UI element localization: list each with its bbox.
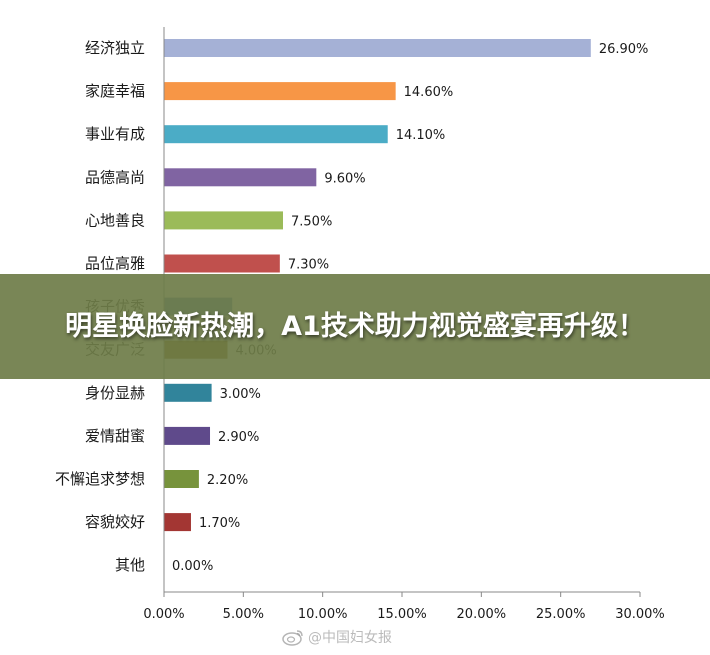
bar bbox=[164, 426, 211, 445]
x-tick-label: 15.00% bbox=[377, 607, 427, 622]
data-label: 9.60% bbox=[324, 171, 365, 186]
bar bbox=[164, 470, 199, 488]
data-label: 2.20% bbox=[207, 473, 248, 488]
watermark-text: @中国妇女报 bbox=[308, 630, 392, 646]
category-label: 品位高雅 bbox=[85, 255, 145, 273]
category-label: 容貌姣好 bbox=[85, 513, 145, 531]
watermark: @中国妇女报 bbox=[282, 626, 392, 648]
bar bbox=[164, 39, 591, 57]
category-label: 事业有成 bbox=[85, 125, 145, 143]
data-label: 14.10% bbox=[396, 128, 446, 143]
headline-title: 明星换脸新热潮，A1技术助力视觉盛宴再升级！ bbox=[65, 310, 645, 342]
category-label: 不懈追求梦想 bbox=[55, 470, 145, 488]
category-label: 身份显赫 bbox=[85, 384, 145, 402]
category-label: 家庭幸福 bbox=[85, 82, 145, 100]
category-label: 其他 bbox=[115, 556, 145, 574]
data-label: 1.70% bbox=[199, 516, 240, 531]
x-tick-label: 0.00% bbox=[143, 607, 184, 622]
data-label: 14.60% bbox=[404, 85, 454, 100]
data-label: 7.50% bbox=[291, 214, 332, 229]
data-label: 7.30% bbox=[288, 258, 329, 273]
x-tick-label: 10.00% bbox=[298, 607, 348, 622]
data-label: 26.90% bbox=[599, 42, 649, 57]
category-label: 品德高尚 bbox=[85, 168, 145, 186]
data-label: 0.00% bbox=[172, 559, 213, 574]
category-label: 心地善良 bbox=[85, 211, 145, 229]
data-label: 2.90% bbox=[218, 430, 259, 445]
bar bbox=[164, 82, 396, 101]
x-tick-label: 25.00% bbox=[536, 607, 586, 622]
category-label: 经济独立 bbox=[85, 39, 145, 57]
bar bbox=[164, 168, 317, 187]
headline-banner: 明星换脸新热潮，A1技术助力视觉盛宴再升级！ bbox=[0, 274, 710, 379]
x-tick-label: 30.00% bbox=[615, 607, 665, 622]
bar bbox=[164, 513, 191, 532]
x-tick-label: 5.00% bbox=[223, 607, 264, 622]
bar bbox=[164, 125, 388, 144]
bar bbox=[164, 254, 280, 273]
bar bbox=[164, 383, 212, 402]
data-label: 3.00% bbox=[220, 387, 261, 402]
weibo-icon bbox=[282, 630, 303, 646]
x-tick-label: 20.00% bbox=[457, 607, 507, 622]
bar bbox=[164, 211, 283, 230]
category-label: 爱情甜蜜 bbox=[85, 427, 145, 445]
